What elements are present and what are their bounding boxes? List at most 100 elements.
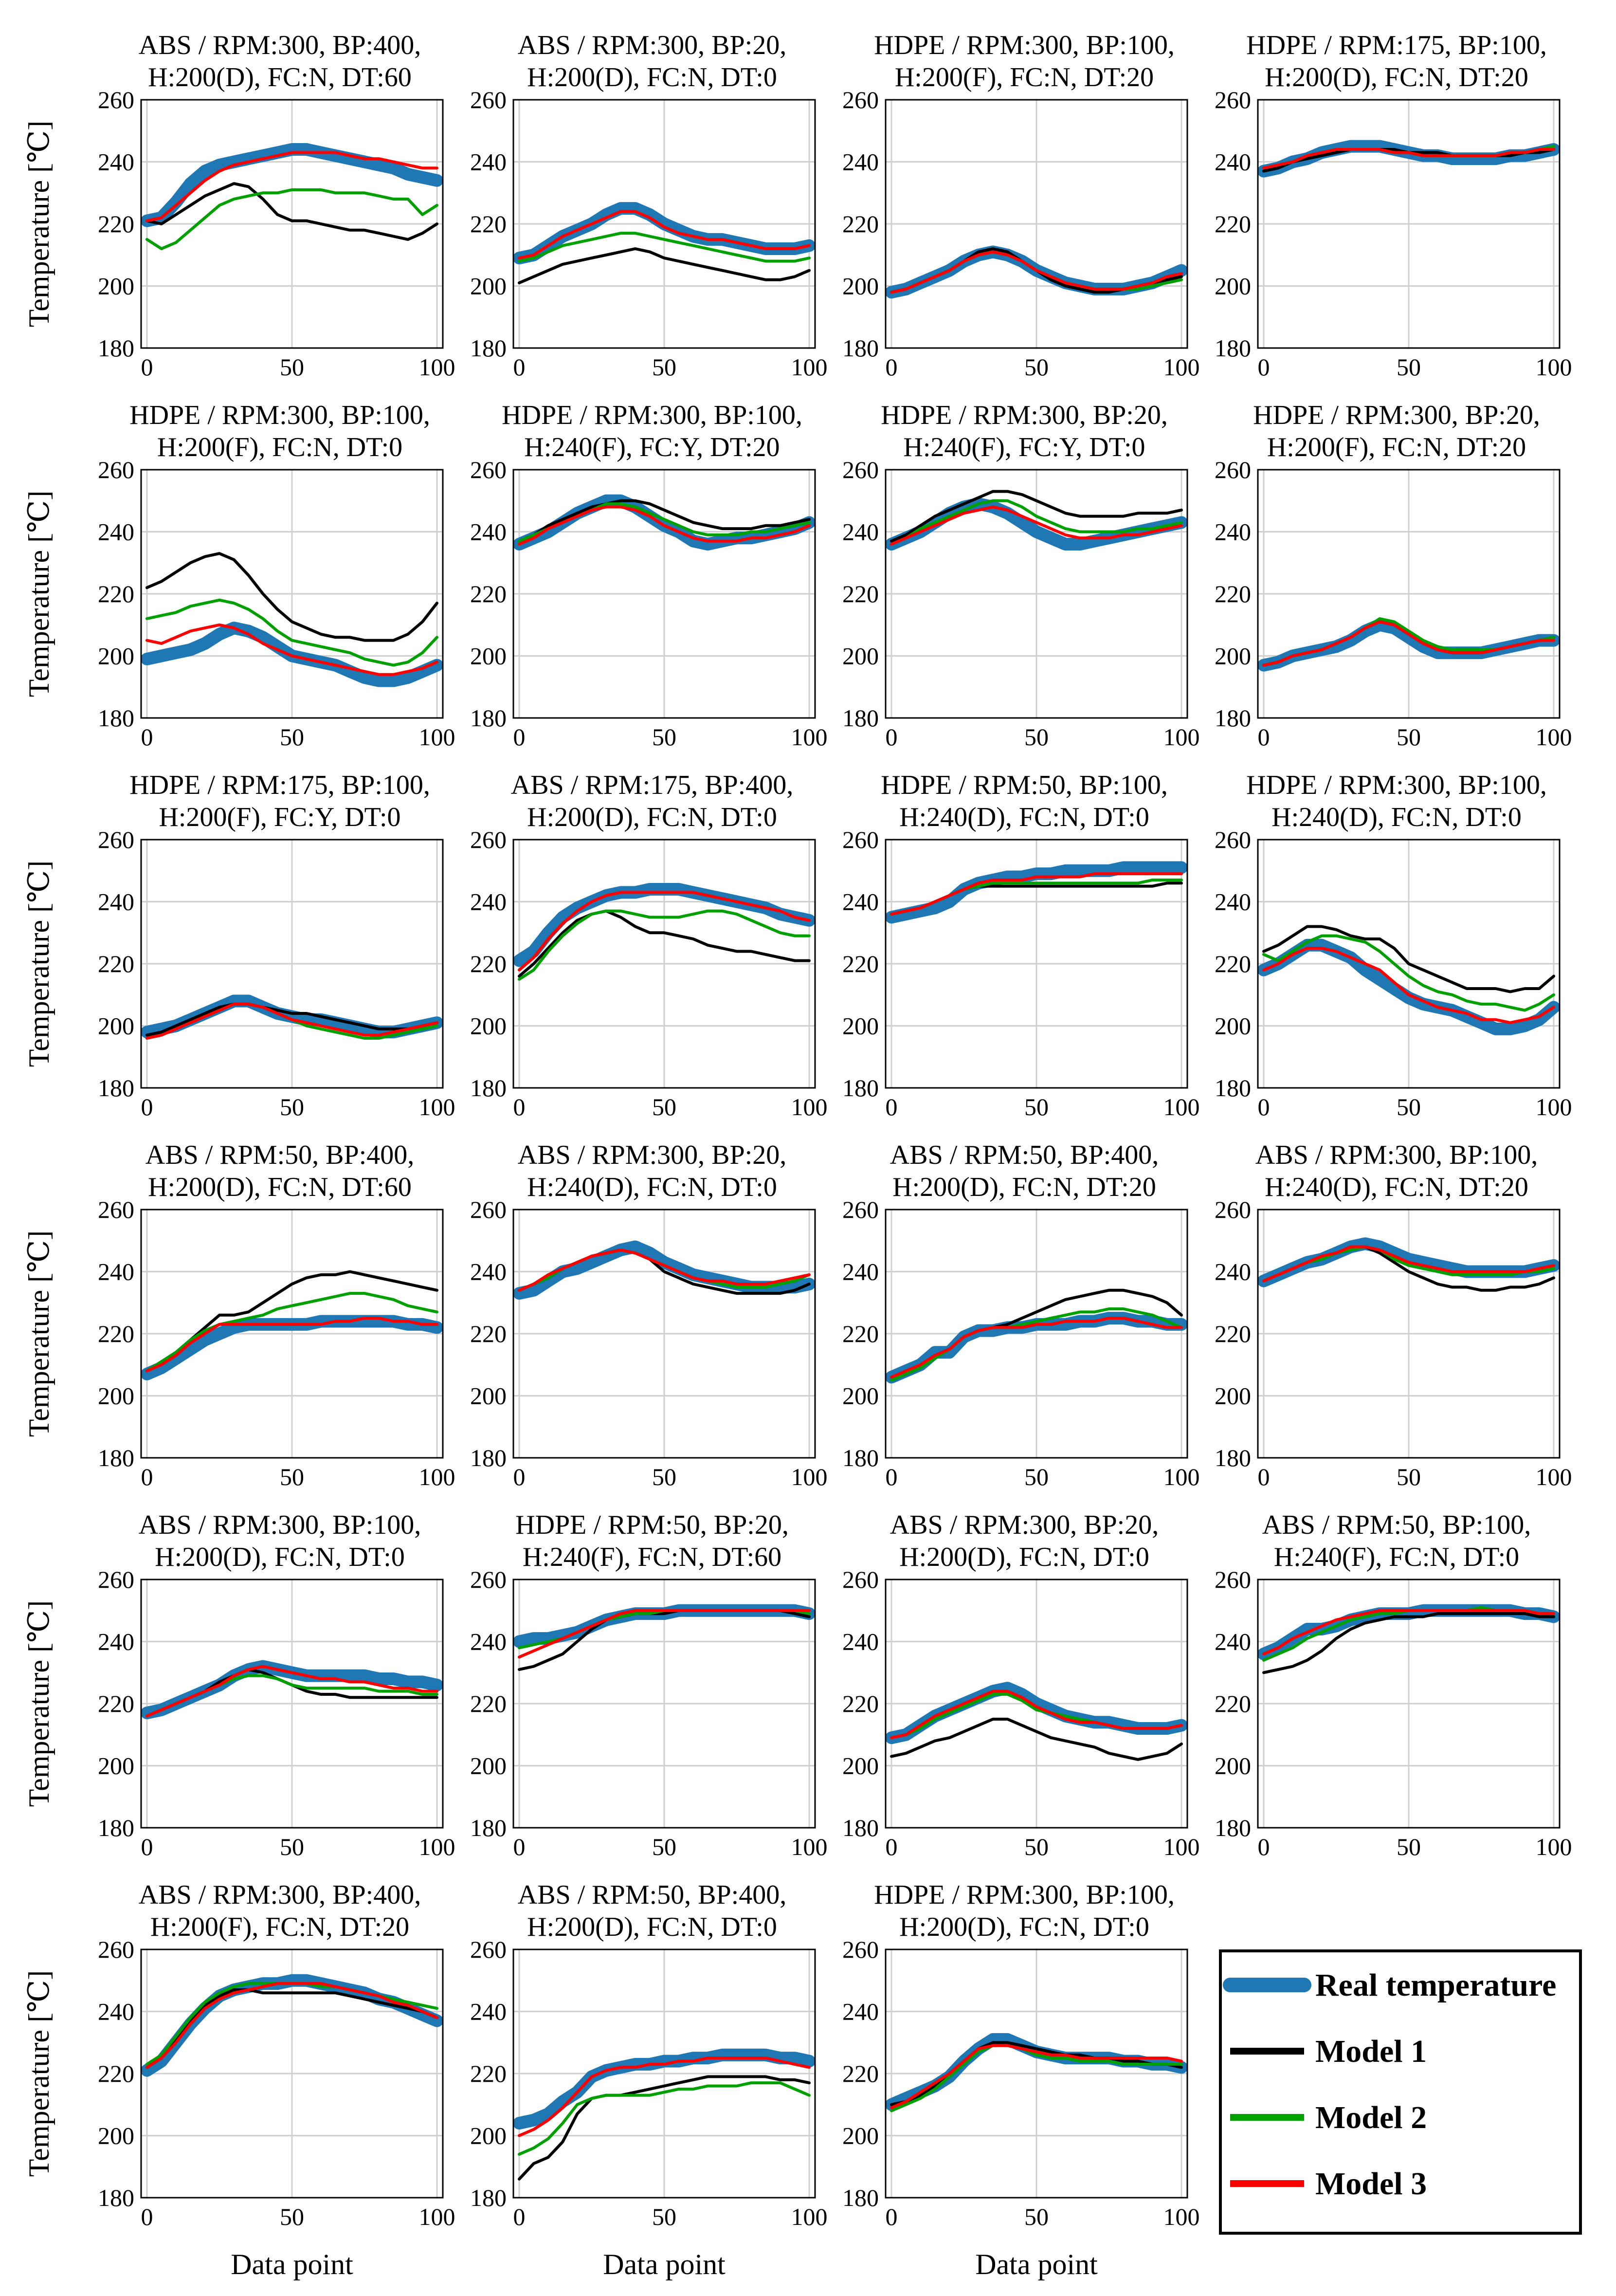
panel-11: HDPE / RPM:50, BP:100,H:240(D), FC:N, DT… [842, 770, 1200, 1120]
y-tick-label: 200 [842, 1382, 879, 1410]
panel-title-line1: HDPE / RPM:175, BP:100, [129, 770, 430, 800]
panel-22: ABS / RPM:50, BP:400,H:200(D), FC:N, DT:… [470, 1880, 828, 2230]
panel-title-line2: H:240(F), FC:Y, DT:0 [903, 432, 1145, 462]
y-tick-label: 260 [470, 1936, 507, 1963]
x-axis-label: Data point [603, 2248, 726, 2280]
x-tick-label: 50 [280, 1463, 304, 1490]
panel-14: ABS / RPM:300, BP:20,H:240(D), FC:N, DT:… [470, 1140, 828, 1490]
y-tick-label: 240 [470, 1628, 507, 1655]
y-tick-label: 180 [842, 1814, 879, 1841]
x-tick-label: 50 [1024, 1463, 1049, 1490]
panel-title-line2: H:200(D), FC:N, DT:0 [527, 62, 777, 92]
y-tick-label: 240 [98, 1258, 134, 1286]
series-m2 [145, 1292, 438, 1373]
y-tick-label: 180 [842, 704, 879, 732]
y-tick-label: 260 [842, 826, 879, 853]
panel-title-line1: ABS / RPM:50, BP:400, [518, 1880, 786, 1910]
axes-frame [885, 1209, 1188, 1459]
legend-label-m2: Model 2 [1315, 2100, 1427, 2135]
y-tick-label: 220 [842, 210, 879, 238]
panel-18: HDPE / RPM:50, BP:20,H:240(F), FC:N, DT:… [470, 1510, 828, 1860]
x-tick-label: 0 [513, 723, 526, 751]
panel-title-line1: ABS / RPM:50, BP:400, [890, 1140, 1159, 1170]
x-tick-label: 0 [886, 1093, 898, 1120]
y-tick-label: 260 [98, 826, 134, 853]
axes-frame [1257, 99, 1561, 349]
y-tick-label: 260 [470, 1566, 507, 1593]
panel-title-line2: H:200(D), FC:N, DT:20 [892, 1172, 1156, 1202]
y-tick-label: 220 [98, 2060, 134, 2087]
y-tick-label: 200 [470, 2122, 507, 2149]
y-tick-label: 200 [1215, 1012, 1251, 1040]
legend: Real temperature Model 1 Model 2 Model 3 [1219, 1949, 1582, 2235]
series-m2 [145, 598, 438, 667]
panel-title-line1: HDPE / RPM:50, BP:20, [515, 1510, 789, 1540]
x-tick-label: 0 [1258, 1093, 1270, 1120]
axes-frame [885, 469, 1188, 719]
y-tick-label: 220 [1215, 1320, 1251, 1347]
y-tick-label: 240 [1215, 518, 1251, 546]
panel-title-line1: HDPE / RPM:300, BP:100, [874, 1880, 1175, 1910]
series-m3 [518, 210, 811, 260]
x-tick-label: 100 [419, 723, 455, 751]
y-tick-label: 200 [842, 1012, 879, 1040]
panel-title-line1: HDPE / RPM:300, BP:20, [881, 400, 1168, 430]
y-tick-label: 200 [842, 2122, 879, 2149]
y-tick-label: 200 [98, 2122, 134, 2149]
legend-label-m1: Model 1 [1315, 2034, 1427, 2069]
x-tick-label: 100 [419, 1093, 455, 1120]
x-tick-label: 100 [1536, 1463, 1572, 1490]
y-tick-label: 220 [470, 1690, 507, 1717]
x-tick-label: 100 [1163, 1463, 1200, 1490]
axes-frame [140, 1579, 444, 1829]
x-tick-label: 100 [1163, 2203, 1200, 2230]
series-m2 [890, 499, 1183, 546]
y-tick-label: 200 [842, 273, 879, 300]
panel-title-line2: H:200(D), FC:N, DT:0 [527, 1912, 777, 1942]
y-tick-label: 180 [98, 704, 134, 732]
x-tick-label: 0 [513, 1093, 526, 1120]
series-m3 [145, 1982, 438, 2069]
y-tick-label: 240 [470, 518, 507, 546]
panel-title-line1: HDPE / RPM:300, BP:100, [1246, 770, 1547, 800]
y-tick-label: 240 [842, 1628, 879, 1655]
series-m1 [518, 247, 811, 285]
x-tick-label: 0 [513, 353, 526, 381]
series-m3 [890, 250, 1183, 294]
panel-7: HDPE / RPM:300, BP:20,H:240(F), FC:Y, DT… [842, 400, 1200, 751]
y-tick-label: 260 [842, 86, 879, 113]
panel-title-line1: ABS / RPM:300, BP:400, [139, 1880, 421, 1910]
y-tick-label: 220 [1215, 210, 1251, 238]
x-tick-label: 0 [141, 1463, 153, 1490]
x-tick-label: 100 [1163, 723, 1200, 751]
x-tick-label: 0 [513, 1463, 526, 1490]
y-tick-label: 180 [470, 334, 507, 362]
y-tick-label: 200 [470, 1382, 507, 1410]
panel-5: HDPE / RPM:300, BP:100,H:200(F), FC:N, D… [23, 400, 455, 751]
y-tick-label: 240 [98, 148, 134, 176]
y-tick-label: 240 [1215, 148, 1251, 176]
x-tick-label: 50 [1397, 1833, 1421, 1860]
y-tick-label: 220 [470, 1320, 507, 1347]
y-tick-label: 240 [842, 518, 879, 546]
series-m3 [145, 623, 438, 676]
y-tick-label: 180 [1215, 1444, 1251, 1471]
x-tick-label: 100 [419, 1463, 455, 1490]
x-axis-label: Data point [975, 2248, 1098, 2280]
y-tick-label: 260 [842, 1566, 879, 1593]
y-tick-label: 180 [98, 1444, 134, 1471]
x-tick-label: 100 [1536, 723, 1572, 751]
y-tick-label: 180 [470, 1444, 507, 1471]
series-m1 [1262, 925, 1555, 993]
series-real [513, 2048, 816, 2130]
panel-title-line1: HDPE / RPM:300, BP:100, [502, 400, 802, 430]
y-tick-label: 240 [470, 148, 507, 176]
x-axis-label: Data point [231, 2248, 353, 2280]
x-tick-label: 50 [1397, 723, 1421, 751]
y-tick-label: 220 [842, 1690, 879, 1717]
y-tick-label: 260 [1215, 1196, 1251, 1223]
y-tick-label: 180 [1215, 334, 1251, 362]
x-tick-label: 100 [791, 723, 828, 751]
axes-frame [885, 839, 1188, 1089]
x-tick-label: 0 [886, 1463, 898, 1490]
